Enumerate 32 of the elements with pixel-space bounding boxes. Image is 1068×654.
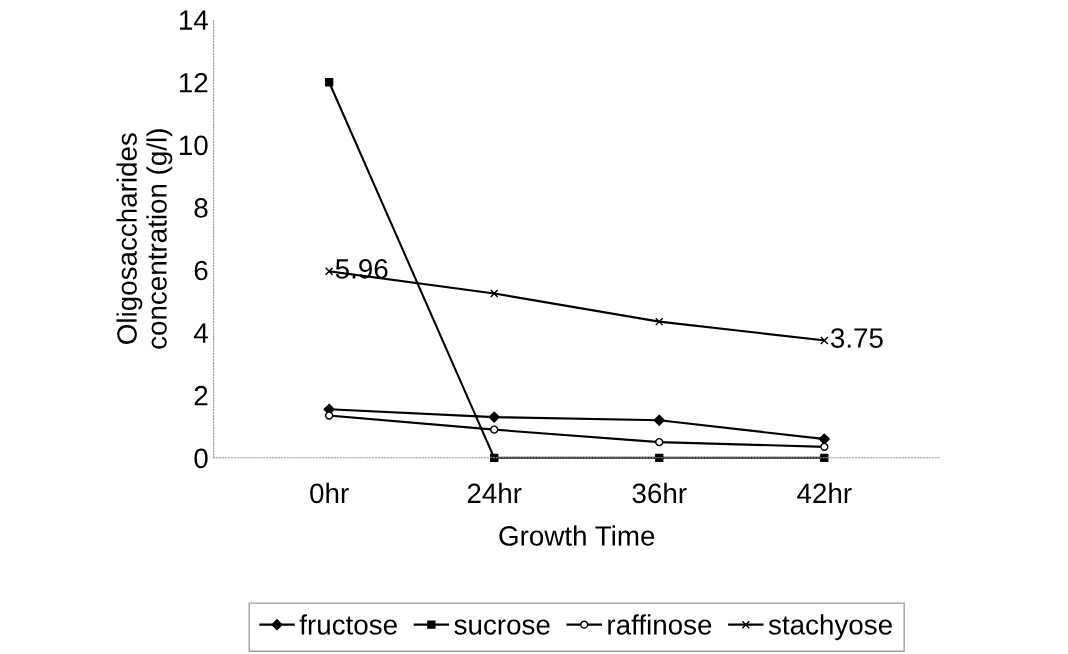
y-tick-label: 4 (193, 323, 208, 343)
point (324, 267, 334, 276)
point (655, 437, 664, 447)
y-tick-label: 6 (194, 260, 208, 281)
point (488, 411, 500, 423)
point (655, 317, 664, 326)
point (653, 414, 665, 426)
point (324, 78, 334, 87)
legend-label: sucrose (454, 619, 550, 635)
point (324, 411, 334, 420)
point (820, 336, 829, 345)
legend-label: raffinose (608, 614, 712, 635)
data-label: 3.75 (830, 328, 883, 348)
y-tick-label: 0 (194, 448, 208, 469)
y-axis-title: Oligosaccharides concentration (g/l) (116, 129, 173, 349)
x-tick-label: 36hr (632, 482, 687, 504)
point (820, 442, 829, 452)
y-tick-label: 10 (179, 135, 208, 156)
y-tick-label: 12 (179, 72, 208, 93)
x-tick-label: 42hr (797, 482, 852, 503)
data-label: 5.96 (335, 259, 388, 279)
y-tick-label: 2 (194, 385, 208, 406)
y-tick-label: 14 (179, 10, 208, 30)
point (490, 425, 499, 434)
legend-label: fructose (299, 614, 397, 635)
x-tick-label: 0hr (310, 482, 349, 504)
x-tick-label: 24hr (467, 482, 522, 503)
y-tick-label: 8 (194, 198, 208, 218)
legend-label: stachyose (768, 614, 892, 641)
x-axis-title: Growth Time (499, 525, 655, 546)
point (818, 433, 830, 445)
point (490, 289, 499, 298)
